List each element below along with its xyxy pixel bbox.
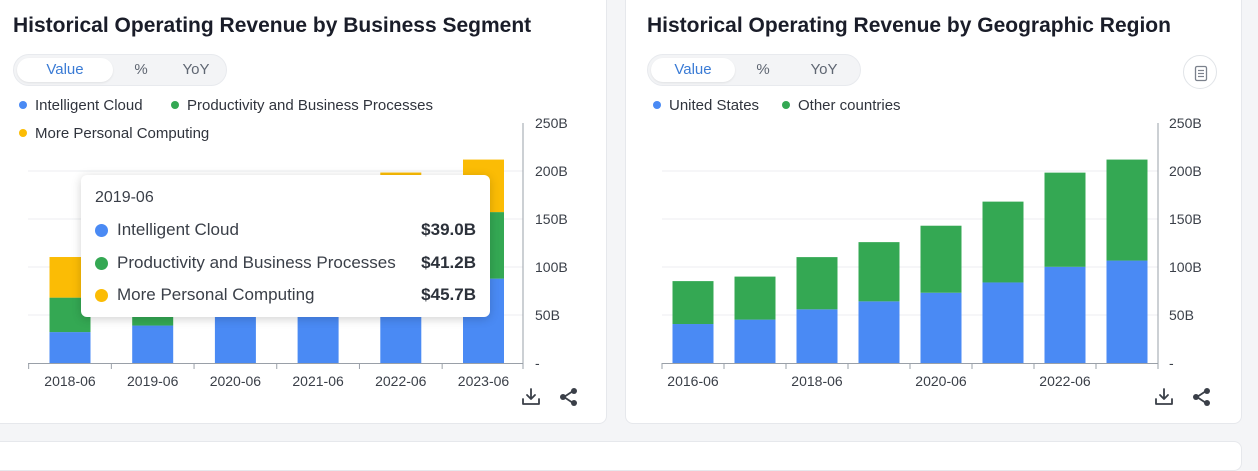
x-tick-label: 2019-06 [127, 373, 179, 389]
percent-option[interactable]: % [134, 61, 148, 78]
bar-segment [1044, 266, 1086, 363]
bar-segment [858, 242, 900, 302]
y-tick-label: 100B [1169, 259, 1202, 275]
legend-dot [19, 129, 27, 138]
legend-label: United States [669, 97, 760, 114]
bar-segment [1106, 159, 1148, 261]
legend-dot [653, 101, 661, 110]
legend-dot [19, 101, 27, 110]
yoy-option[interactable]: YoY [182, 61, 210, 78]
segment-view-toggle: Value % YoY [13, 54, 227, 86]
y-tick-label: 250B [1169, 115, 1202, 131]
segment-chart-title: Historical Operating Revenue by Business… [13, 14, 532, 37]
x-tick-label: 2020-06 [915, 373, 967, 389]
legend-personal-computing[interactable]: More Personal Computing [19, 125, 209, 142]
tooltip-row-cloud: Intelligent Cloud $39.0B [95, 218, 476, 242]
legend-dot [171, 101, 179, 110]
bar-segment [796, 309, 838, 363]
tooltip-label: More Personal Computing [117, 285, 315, 304]
x-tick-label: 2023-06 [458, 373, 510, 389]
bar-segment [214, 316, 256, 363]
y-tick-label: 150B [535, 211, 568, 227]
region-view-toggle: Value % YoY [647, 54, 861, 86]
tooltip-date: 2019-06 [95, 189, 154, 206]
tooltip-dot [95, 257, 108, 270]
y-tick-label: 50B [1169, 307, 1194, 323]
x-tick-label: 2018-06 [791, 373, 843, 389]
y-tick-label: 250B [535, 115, 568, 131]
share-icon[interactable] [558, 386, 580, 408]
bar-segment [1106, 260, 1148, 363]
bar-segment [734, 276, 776, 320]
legend-label: Intelligent Cloud [35, 97, 143, 114]
y-tick-label: 200B [1169, 163, 1202, 179]
share-icon[interactable] [1191, 386, 1213, 408]
legend-label: Productivity and Business Processes [187, 97, 433, 114]
tooltip-value: $39.0B [421, 220, 476, 239]
tooltip-row-personal: More Personal Computing $45.7B [95, 283, 476, 307]
bar-segment [672, 281, 714, 325]
value-option[interactable]: Value [17, 58, 113, 82]
legend-dot [782, 101, 790, 110]
legend-label: Other countries [798, 97, 901, 114]
y-tick-label: 100B [535, 259, 568, 275]
y-tick-label: - [535, 355, 540, 371]
y-tick-label: 200B [535, 163, 568, 179]
bar-segment [1044, 172, 1086, 267]
legend-intelligent-cloud[interactable]: Intelligent Cloud [19, 97, 143, 114]
bar-segment [982, 201, 1024, 283]
download-icon[interactable] [1153, 386, 1175, 408]
x-tick-label: 2022-06 [375, 373, 427, 389]
y-tick-label: - [1169, 355, 1174, 371]
download-icon[interactable] [520, 386, 542, 408]
x-tick-label: 2021-06 [292, 373, 344, 389]
tooltip-dot [95, 224, 108, 237]
legend-other-countries[interactable]: Other countries [782, 97, 901, 114]
bar-segment [796, 257, 838, 310]
tooltip-row-productivity: Productivity and Business Processes $41.… [95, 251, 476, 275]
table-view-button[interactable] [1183, 55, 1217, 89]
bar-segment [982, 282, 1024, 363]
legend-productivity[interactable]: Productivity and Business Processes [171, 97, 433, 114]
bar-segment [49, 332, 91, 363]
y-tick-label: 150B [1169, 211, 1202, 227]
x-tick-label: 2022-06 [1039, 373, 1091, 389]
charts-canvas: 250B 200B 150B 100B 50B - 2018-06 2019-06 2020-0… [28, 115, 1202, 389]
bar-segment [734, 319, 776, 363]
y-tick-label: 50B [535, 307, 560, 323]
bar-segment [858, 301, 900, 363]
tooltip-value: $41.2B [421, 253, 476, 272]
x-tick-label: 2016-06 [667, 373, 719, 389]
percent-option[interactable]: % [756, 61, 770, 78]
x-tick-label: 2018-06 [44, 373, 96, 389]
value-option[interactable]: Value [651, 58, 735, 82]
x-tick-label: 2020-06 [210, 373, 262, 389]
legend-united-states[interactable]: United States [653, 97, 759, 114]
yoy-option[interactable]: YoY [810, 61, 838, 78]
bar-segment [920, 292, 962, 363]
tooltip-label: Productivity and Business Processes [117, 253, 396, 272]
region-chart-title: Historical Operating Revenue by Geograph… [647, 14, 1171, 37]
tooltip-label: Intelligent Cloud [117, 220, 239, 239]
bar-segment [132, 325, 174, 363]
bar-segment [920, 225, 962, 293]
chart-tooltip: 2019-06 Intelligent Cloud $39.0B Product… [81, 175, 490, 317]
legend-label: More Personal Computing [35, 125, 210, 142]
table-icon [1194, 65, 1208, 82]
tooltip-dot [95, 289, 108, 302]
bar-segment [672, 324, 714, 363]
tooltip-value: $45.7B [421, 285, 476, 304]
